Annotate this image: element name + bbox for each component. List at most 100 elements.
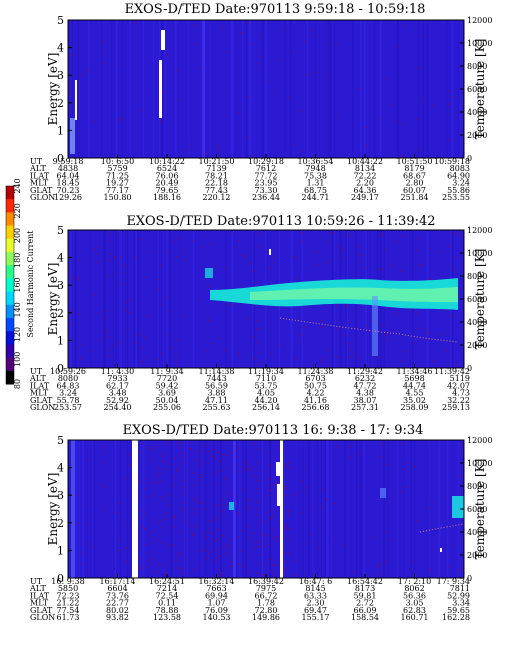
texture-stripe (125, 230, 126, 368)
energy-tick-label: 5 (57, 14, 64, 27)
noise-speck (238, 241, 240, 242)
noise-speck (395, 241, 397, 243)
ephemeris-cell: 2.80 (406, 179, 424, 188)
noise-speck (219, 509, 221, 511)
noise-speck (262, 34, 264, 36)
noise-speck (215, 540, 217, 542)
noise-speck (214, 457, 216, 459)
noise-speck (453, 96, 455, 98)
noise-speck (380, 456, 382, 458)
noise-speck (198, 464, 199, 466)
texture-stripe (104, 230, 106, 368)
noise-speck (392, 264, 394, 266)
noise-speck (70, 323, 72, 324)
noise-speck (203, 445, 205, 446)
noise-speck (214, 518, 216, 520)
noise-speck (411, 561, 413, 563)
noise-speck (459, 476, 461, 478)
noise-speck (144, 528, 146, 530)
noise-speck (150, 484, 151, 486)
noise-speck (107, 336, 109, 338)
noise-speck (237, 512, 239, 514)
noise-speck (177, 443, 179, 444)
noise-speck (380, 356, 382, 358)
noise-speck (224, 477, 226, 479)
texture-stripe (166, 230, 168, 368)
ephemeris-cell: 220.12 (203, 193, 231, 202)
noise-speck (153, 449, 155, 451)
noise-speck (427, 506, 429, 508)
noise-speck (192, 240, 194, 242)
noise-speck (263, 563, 265, 564)
noise-speck (256, 514, 258, 516)
texture-stripe (87, 20, 90, 158)
ephemeris-cell: 7612 (256, 164, 276, 173)
noise-speck (404, 236, 406, 238)
noise-speck (140, 566, 141, 568)
noise-speck (104, 331, 105, 333)
noise-speck (302, 232, 303, 234)
ephemeris-cell: 5759 (107, 164, 127, 173)
noise-speck (309, 533, 311, 535)
noise-speck (214, 449, 216, 451)
texture-stripe (134, 230, 136, 368)
ephemeris-cell: 155.17 (302, 613, 330, 622)
noise-speck (174, 514, 176, 516)
noise-speck (377, 566, 379, 567)
ephemeris-row-label: GLON (30, 193, 55, 202)
noise-speck (99, 312, 101, 314)
panel-3-cyan-patch (229, 502, 234, 510)
ephemeris-cell: 258.09 (401, 403, 429, 412)
noise-speck (341, 249, 343, 251)
ephemeris-cell: 2.20 (356, 179, 374, 188)
noise-speck (227, 304, 229, 306)
energy-tick-label: 1 (57, 334, 64, 347)
noise-speck (249, 556, 251, 558)
texture-stripe (170, 440, 173, 578)
noise-speck (201, 450, 203, 452)
ephemeris-cell: 8080 (58, 374, 78, 383)
noise-speck (388, 331, 390, 333)
noise-speck (176, 339, 178, 341)
noise-speck (227, 493, 229, 495)
noise-speck (195, 499, 197, 501)
noise-speck (115, 273, 117, 275)
noise-speck (88, 459, 89, 461)
panel-1-stripe (202, 20, 205, 158)
ephemeris-cell: 253.57 (54, 403, 82, 412)
noise-speck (218, 516, 220, 518)
ephemeris-cell: 17: 9:34 (437, 577, 470, 586)
noise-speck (257, 363, 259, 365)
noise-speck (401, 443, 403, 445)
noise-speck (108, 349, 110, 351)
panel-3-left-stripe (71, 440, 75, 578)
noise-speck (275, 564, 277, 566)
noise-speck (388, 339, 390, 341)
noise-speck (366, 325, 368, 327)
ephemeris-cell: 77.54 (57, 606, 80, 615)
noise-speck (271, 565, 273, 566)
noise-speck (183, 556, 185, 558)
noise-speck (285, 486, 287, 487)
noise-speck (287, 523, 289, 525)
noise-speck (353, 571, 355, 573)
texture-stripe (231, 20, 233, 158)
noise-speck (207, 557, 209, 559)
texture-stripe (163, 230, 165, 368)
noise-speck (142, 451, 144, 453)
energy-tick-label: 4 (57, 252, 64, 265)
noise-speck (258, 448, 260, 450)
noise-speck (91, 350, 93, 352)
noise-speck (203, 502, 204, 504)
noise-speck (259, 545, 261, 547)
noise-speck (296, 257, 298, 259)
noise-speck (88, 69, 90, 71)
ephemeris-cell: 35.02 (403, 396, 426, 405)
noise-speck (387, 463, 389, 465)
noise-speck (102, 508, 104, 510)
noise-speck (249, 22, 251, 24)
noise-speck (228, 545, 230, 547)
ephemeris-cell: 10:36:54 (298, 157, 334, 166)
noise-speck (75, 494, 77, 496)
